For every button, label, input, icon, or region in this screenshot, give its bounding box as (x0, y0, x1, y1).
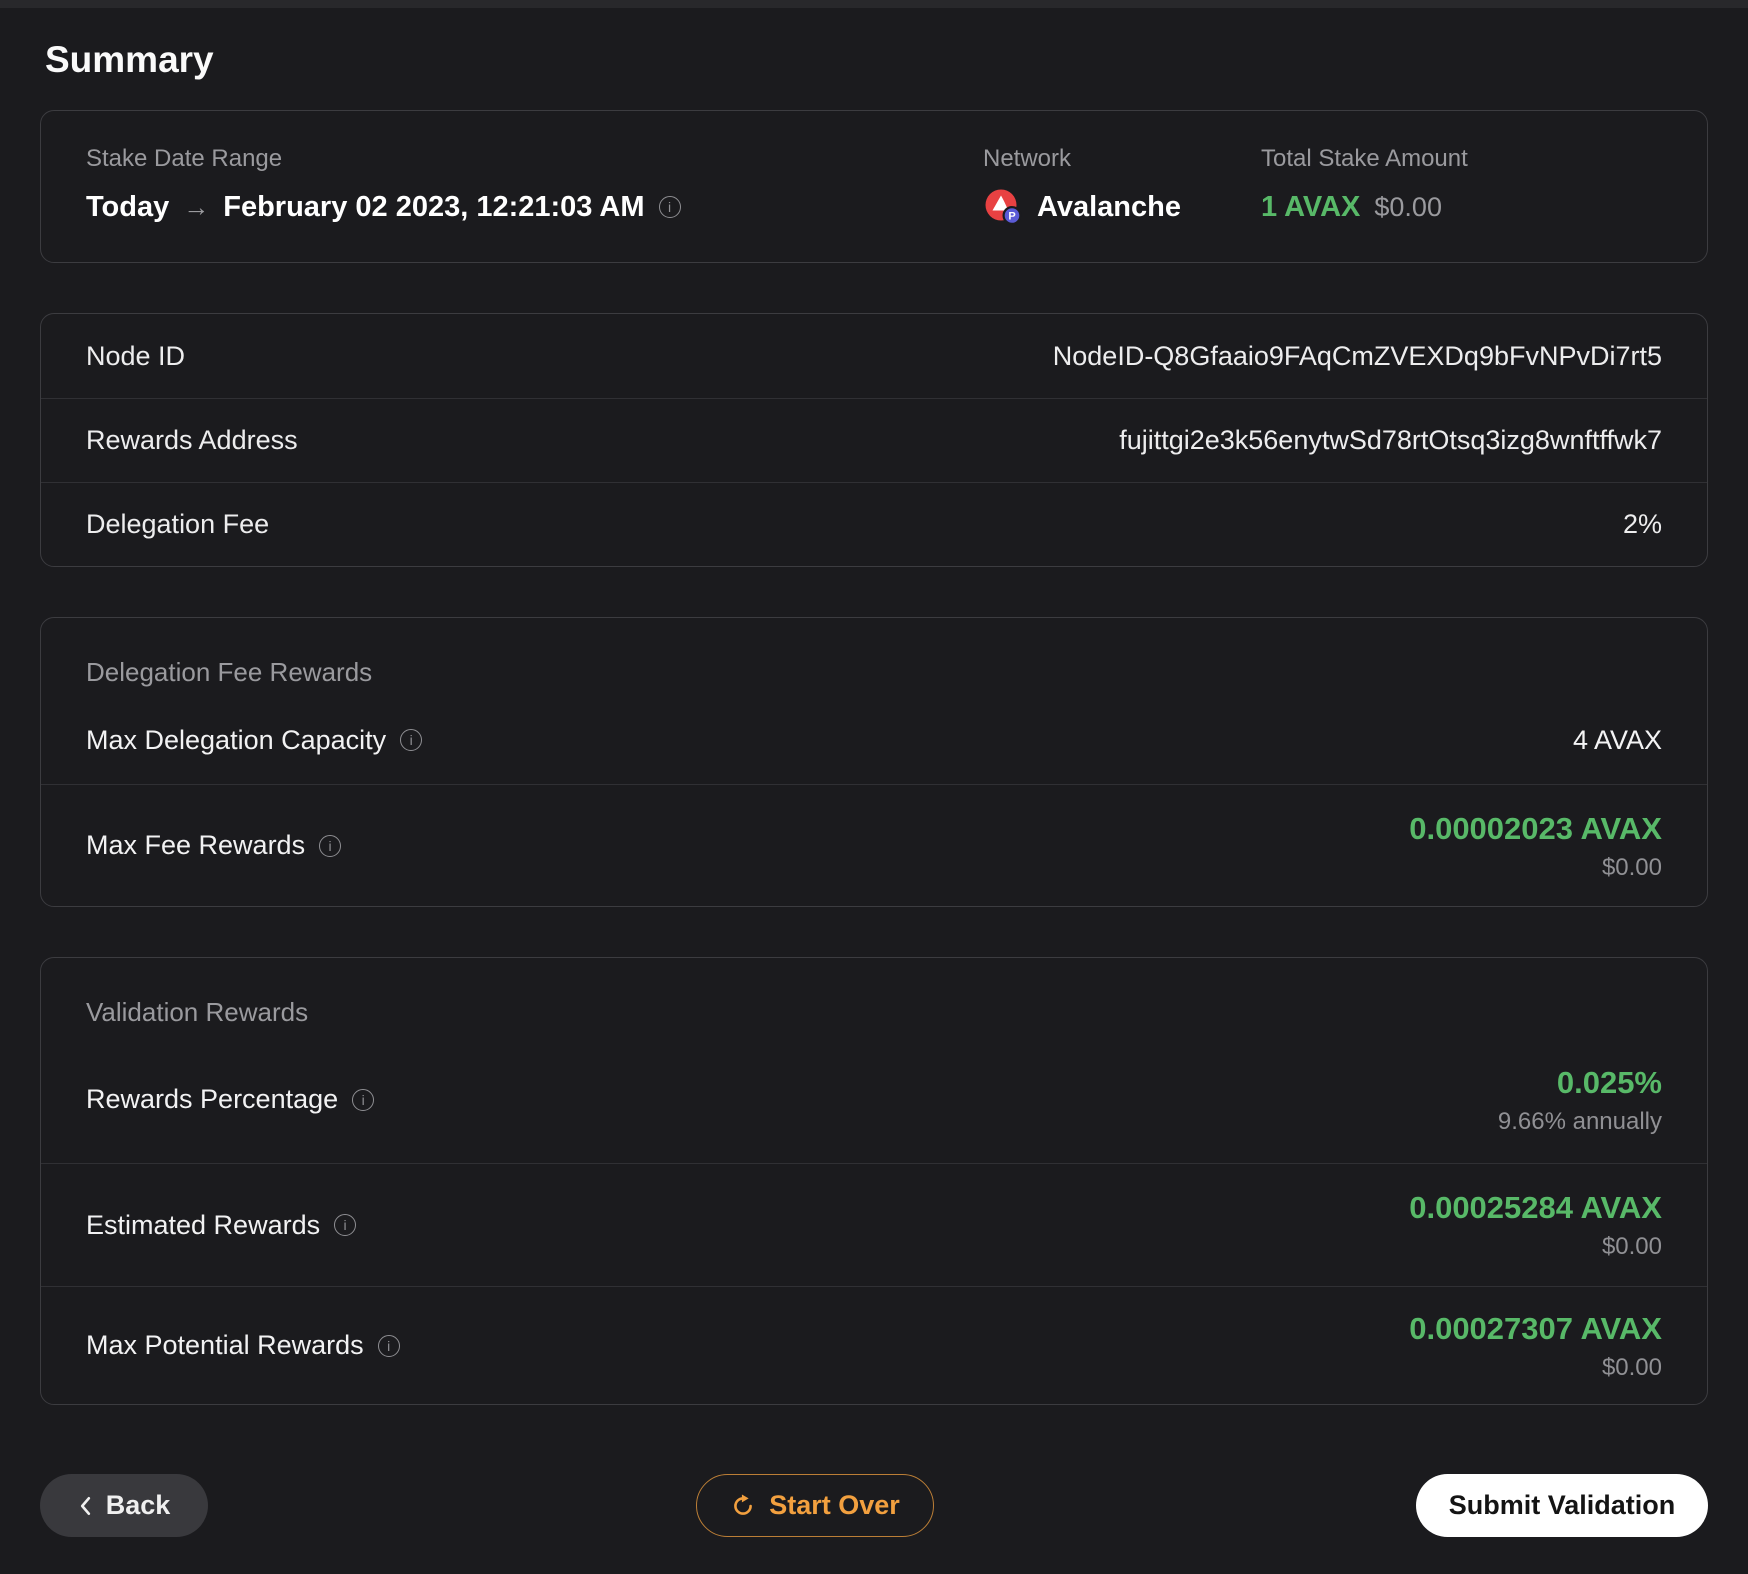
estimated-rewards-label: Estimated Rewards (86, 1209, 321, 1240)
network-label: Network (983, 145, 1072, 172)
table-row-node-id: Node ID NodeID-Q8Gfaaio9FAqCmZVEXDq9bFvN… (41, 314, 1707, 398)
back-chevron-icon (80, 1496, 90, 1515)
network-name: Avalanche (1037, 191, 1181, 223)
rewards-address-label: Rewards Address (86, 425, 298, 455)
stake-summary-card: Stake Date Range Today → February 02 202… (40, 110, 1708, 263)
delegation-fee-value: 2% (1622, 509, 1662, 539)
max-potential-rewards-info-icon[interactable] (377, 1334, 400, 1357)
p-chain-badge-letter: P (1008, 211, 1015, 223)
staking-summary-page: Summary Stake Date Range Today → Februar… (0, 8, 1748, 1537)
avalanche-network-icon: P (985, 189, 1022, 225)
network-value: P Avalanche (983, 187, 1261, 227)
stake-date-from: Today (86, 191, 170, 223)
total-stake-value: 1 AVAX $0.00 (1261, 187, 1662, 227)
arrow-right-icon: → (183, 192, 210, 222)
total-stake-label: Total Stake Amount (1261, 145, 1468, 172)
max-fee-rewards-usd: $0.00 (1601, 853, 1662, 881)
max-delegation-capacity-value: 4 AVAX (1572, 724, 1662, 755)
stake-date-to: February 02 2023, 12:21:03 AM (223, 191, 645, 223)
network-block: Network P Avalanche (983, 144, 1261, 262)
stake-date-range-label: Stake Date Range (86, 145, 283, 172)
footer-actions: Back Start Over Submit Validation (40, 1474, 1708, 1537)
node-id-label: Node ID (86, 340, 186, 371)
rewards-address-value: fujittgi2e3k56enytwSd78rtOtsq3izg8wnftff… (1119, 425, 1662, 455)
delegation-fee-rewards-title: Delegation Fee Rewards (86, 657, 373, 687)
p-chain-badge (1002, 206, 1022, 225)
back-button-label: Back (105, 1490, 171, 1520)
rewards-percentage-value: 0.025% (1556, 1064, 1662, 1100)
max-fee-rewards-value: 0.00002023 AVAX (1409, 810, 1662, 846)
submit-validation-button-label: Submit Validation (1448, 1490, 1676, 1520)
max-potential-rewards-usd: $0.00 (1601, 1353, 1662, 1381)
max-potential-rewards-row: Max Potential Rewards 0.00027307 AVAX $0… (41, 1286, 1707, 1404)
estimated-rewards-usd: $0.00 (1601, 1233, 1662, 1260)
start-over-button[interactable]: Start Over (696, 1474, 934, 1537)
validation-rewards-title: Validation Rewards (86, 997, 309, 1027)
max-delegation-capacity-label: Max Delegation Capacity (86, 724, 387, 755)
max-potential-rewards-value: 0.00027307 AVAX (1409, 1310, 1662, 1346)
delegation-fee-rewards-card: Delegation Fee Rewards Max Delegation Ca… (40, 617, 1708, 907)
total-stake-block: Total Stake Amount 1 AVAX $0.00 (1261, 144, 1662, 262)
stake-date-info-icon[interactable] (658, 196, 681, 218)
estimated-rewards-row: Estimated Rewards 0.00025284 AVAX $0.00 (41, 1163, 1707, 1286)
max-fee-rewards-label: Max Fee Rewards (86, 830, 306, 860)
validation-rewards-card: Validation Rewards Rewards Percentage 0.… (40, 957, 1708, 1405)
rewards-percentage-label: Rewards Percentage (86, 1084, 339, 1114)
total-stake-amount: 1 AVAX (1261, 191, 1361, 223)
page-title: Summary (45, 39, 214, 80)
max-delegation-capacity-row: Max Delegation Capacity 4 AVAX (41, 696, 1707, 784)
stake-date-range-value: Today → February 02 2023, 12:21:03 AM (86, 187, 983, 227)
estimated-rewards-info-icon[interactable] (334, 1214, 357, 1236)
stake-date-range-block: Stake Date Range Today → February 02 202… (86, 144, 983, 262)
back-button[interactable]: Back (40, 1474, 208, 1537)
table-row-rewards-address: Rewards Address fujittgi2e3k56enytwSd78r… (41, 398, 1707, 482)
table-row-delegation-fee: Delegation Fee 2% (41, 482, 1707, 566)
start-over-refresh-icon (734, 1494, 753, 1515)
delegation-fee-label: Delegation Fee (86, 509, 270, 539)
max-delegation-capacity-info-icon[interactable] (400, 729, 423, 751)
max-potential-rewards-label: Max Potential Rewards (86, 1330, 364, 1360)
node-id-value: NodeID-Q8Gfaaio9FAqCmZVEXDq9bFvNPvDi7rt5 (1052, 340, 1662, 371)
rewards-percentage-annual: 9.66% annually (1497, 1107, 1662, 1135)
top-divider-band (0, 0, 1748, 8)
total-stake-usd: $0.00 (1374, 192, 1442, 222)
estimated-rewards-value: 0.00025284 AVAX (1409, 1190, 1662, 1225)
max-fee-rewards-row: Max Fee Rewards 0.00002023 AVAX $0.00 (41, 784, 1707, 906)
rewards-percentage-row: Rewards Percentage 0.025% 9.66% annually (41, 1036, 1707, 1163)
max-fee-rewards-info-icon[interactable] (319, 834, 342, 857)
node-details-card: Node ID NodeID-Q8Gfaaio9FAqCmZVEXDq9bFvN… (40, 313, 1708, 567)
start-over-button-label: Start Over (769, 1490, 900, 1520)
rewards-percentage-info-icon[interactable] (352, 1088, 375, 1111)
submit-validation-button[interactable]: Submit Validation (1416, 1474, 1708, 1537)
